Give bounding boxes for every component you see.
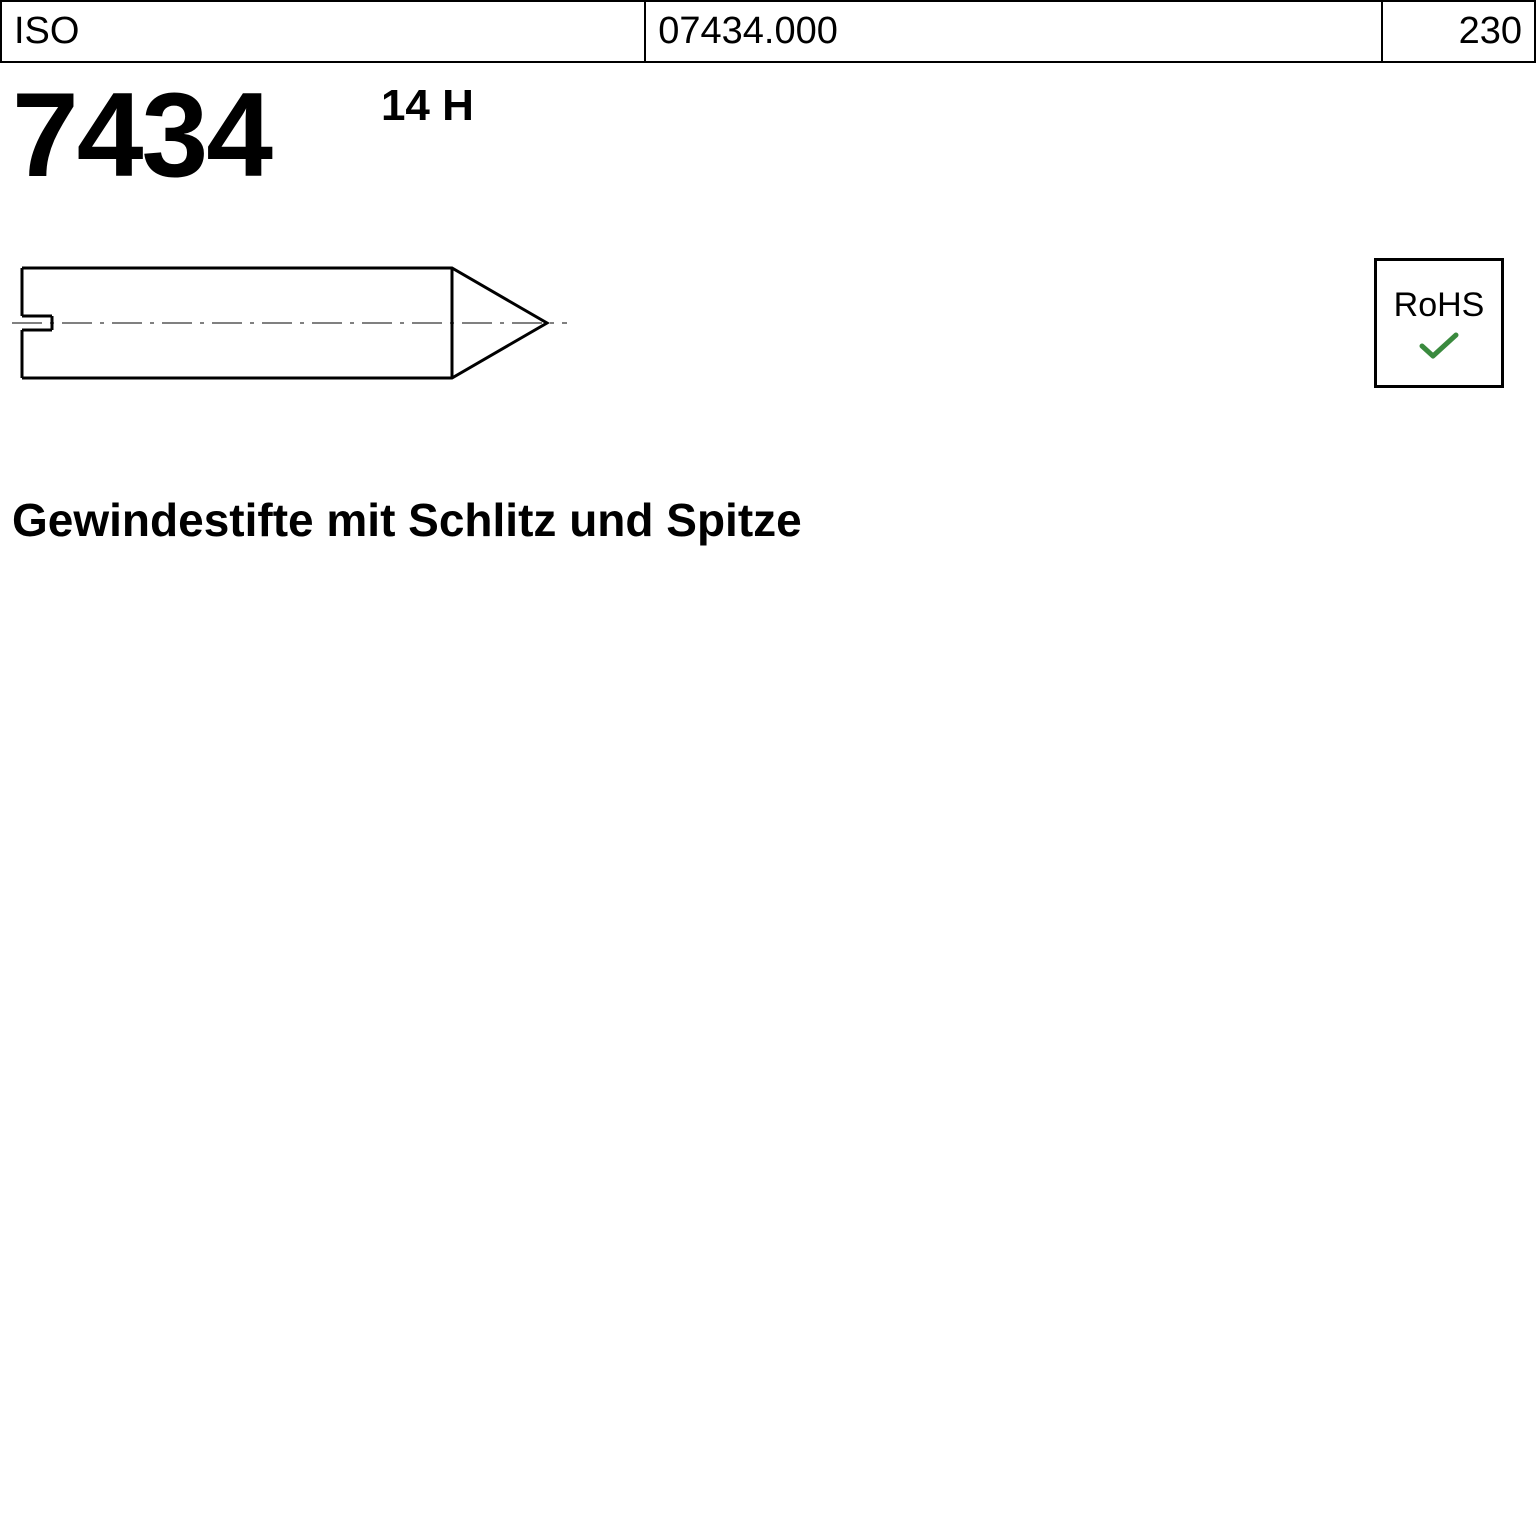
top-row: 7434 14 H [12,65,1524,195]
rohs-badge: RoHS [1374,258,1504,388]
header-page-ref: 230 [1382,1,1535,62]
header-code: 07434.000 [645,1,1381,62]
check-icon [1419,331,1459,361]
header-standard-prefix: ISO [1,1,645,62]
diagram-row: RoHS [12,243,1524,403]
material-grade: 14 H [381,81,474,131]
product-description: Gewindestifte mit Schlitz und Spitze [12,493,1524,547]
header-table: ISO 07434.000 230 [0,0,1536,63]
main-content: 7434 14 H RoHS Gewindestifte mit Sc [0,63,1536,549]
standard-number: 7434 [12,75,271,195]
rohs-label: RoHS [1394,286,1485,325]
screw-diagram [12,243,612,403]
